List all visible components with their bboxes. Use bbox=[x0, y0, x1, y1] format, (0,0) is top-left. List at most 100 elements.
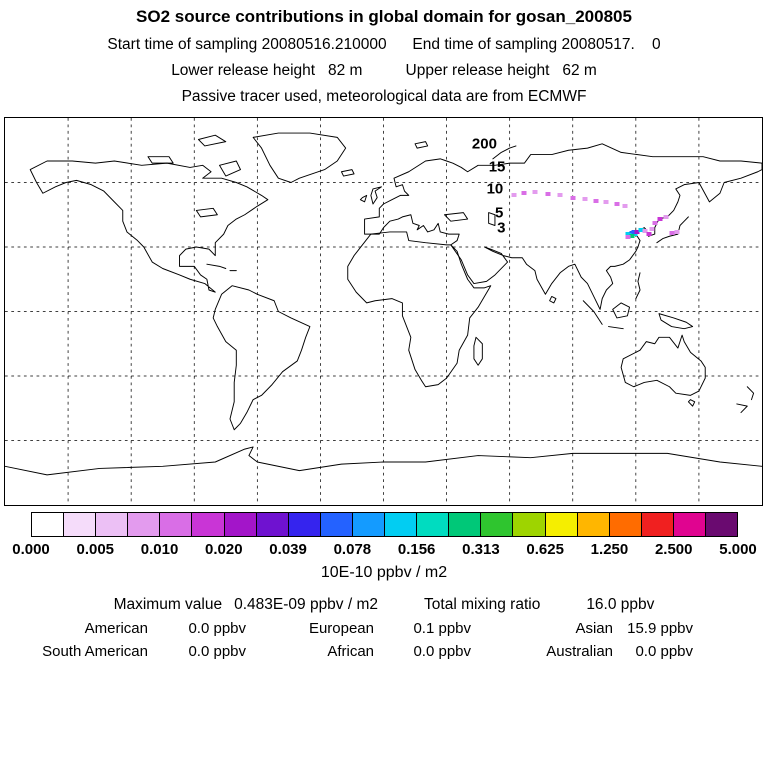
coastline-antarctica bbox=[5, 446, 762, 476]
colorbar-segment bbox=[609, 513, 642, 536]
colorbar-segment bbox=[417, 513, 450, 536]
max-value-label: Maximum value bbox=[113, 596, 223, 613]
coastline-japan bbox=[656, 216, 689, 244]
concentration-cell bbox=[582, 196, 588, 201]
concentration-cell bbox=[638, 227, 644, 232]
world-coastlines bbox=[5, 132, 762, 476]
region-name: American bbox=[84, 620, 148, 637]
colorbar-segment bbox=[481, 513, 514, 536]
region-value: 0.0 ppbv bbox=[413, 643, 471, 660]
colorbar-segment bbox=[513, 513, 546, 536]
region-value: 15.9 ppbv bbox=[627, 620, 693, 637]
coastline-tasmania bbox=[687, 399, 696, 407]
colorbar-tick-label: 0.005 bbox=[76, 541, 115, 558]
coastline-svalbard bbox=[414, 141, 429, 149]
concentration-cell bbox=[652, 220, 658, 225]
colorbar-tick-label: 0.010 bbox=[140, 541, 179, 558]
region-value: 0.1 ppbv bbox=[413, 620, 471, 637]
concentration-cell bbox=[545, 192, 551, 197]
colorbar-segment bbox=[705, 513, 738, 536]
region-name: South American bbox=[42, 643, 148, 660]
concentration-cell bbox=[629, 234, 635, 239]
concentration-cell bbox=[674, 229, 680, 234]
concentration-cell bbox=[646, 232, 652, 237]
colorbar-segment bbox=[64, 513, 97, 536]
colorbar-segment bbox=[577, 513, 610, 536]
black-sea bbox=[444, 212, 469, 222]
coastline-britain bbox=[370, 186, 382, 205]
coastline-north-america bbox=[29, 160, 269, 293]
colorbar-segment bbox=[449, 513, 482, 536]
region-name: Australian bbox=[546, 643, 613, 660]
coastline-sri-lanka bbox=[549, 295, 557, 304]
concentration-cell bbox=[532, 190, 538, 195]
coastline-australia bbox=[620, 334, 706, 396]
colorbar-tick-label: 0.000 bbox=[12, 541, 50, 558]
colorbar-segment bbox=[256, 513, 289, 536]
coastline-iceland bbox=[340, 169, 355, 177]
colorbar-segment bbox=[385, 513, 418, 536]
coastline-new-zealand-north bbox=[746, 386, 755, 401]
region-name: Asian bbox=[575, 620, 613, 637]
coastline-greenland bbox=[252, 132, 347, 183]
concentration-cell bbox=[511, 193, 517, 198]
region-name: African bbox=[327, 643, 374, 660]
coastline-novaya-zemlya bbox=[492, 145, 517, 160]
concentration-cell bbox=[622, 204, 628, 209]
coastline-sumatra bbox=[582, 300, 603, 325]
concentration-cell bbox=[593, 198, 599, 203]
concentration-cell bbox=[570, 195, 576, 200]
region-value: 0.0 ppbv bbox=[188, 620, 246, 637]
page-title: SO2 source contributions in global domai… bbox=[136, 7, 632, 26]
coastline-philippines bbox=[635, 272, 641, 300]
concentration-cell bbox=[669, 230, 675, 235]
coastline-ireland bbox=[359, 194, 368, 203]
caspian-sea bbox=[488, 212, 496, 226]
concentration-cell bbox=[603, 199, 609, 204]
concentration-cell bbox=[632, 232, 638, 237]
colorbar-tick-label: 5.000 bbox=[719, 541, 757, 558]
release-height-line: Lower release height 82 m Upper release … bbox=[171, 62, 597, 79]
colorbar-segment bbox=[160, 513, 193, 536]
colorbar-segment bbox=[224, 513, 257, 536]
region-name: European bbox=[308, 620, 374, 637]
colorbar-tick-label: 0.078 bbox=[333, 541, 372, 558]
total-mixing-ratio-value: 16.0 ppbv bbox=[586, 596, 655, 613]
concentration-cell bbox=[649, 227, 655, 232]
total-mixing-ratio-label: Total mixing ratio bbox=[424, 596, 541, 613]
map-overlay: 200 15 10 5 3 bbox=[5, 118, 762, 505]
colorbar-segment bbox=[96, 513, 129, 536]
coastline-new-zealand-south bbox=[736, 403, 748, 414]
colorbar-segment bbox=[288, 513, 321, 536]
map-contour-label: 3 bbox=[497, 219, 506, 237]
great-lakes bbox=[195, 207, 218, 218]
concentration-cell bbox=[557, 193, 563, 198]
coastline-africa bbox=[347, 231, 492, 388]
map-contour-label: 200 bbox=[471, 135, 497, 153]
region-stats: American 0.0 ppbv European 0.1 ppbv Asian 15.… bbox=[38, 620, 693, 660]
concentration-cell bbox=[642, 229, 648, 234]
map-contour-label: 5 bbox=[494, 204, 504, 222]
coastline-south-america bbox=[212, 285, 311, 431]
coastline-ellesmere-island bbox=[197, 134, 227, 147]
coastline-java bbox=[608, 326, 624, 330]
colorbar-tick-label: 0.625 bbox=[526, 541, 564, 558]
colorbar-tick-label: 2.500 bbox=[654, 541, 693, 558]
colorbar-segment bbox=[320, 513, 353, 536]
coastline-new-guinea bbox=[658, 313, 694, 330]
coastline-victoria-island bbox=[147, 156, 174, 164]
colorbar-unit-label: 10E-10 ppbv / m2 bbox=[320, 564, 448, 581]
colorbar-segment bbox=[641, 513, 674, 536]
colorbar-segment bbox=[32, 513, 65, 536]
colorbar-tick-label: 0.156 bbox=[397, 541, 436, 558]
colorbar-segment bbox=[545, 513, 578, 536]
colorbar bbox=[31, 512, 738, 537]
colorbar-tick-label: 1.250 bbox=[590, 541, 629, 558]
colorbar-segment bbox=[192, 513, 225, 536]
coastline-eurasia bbox=[364, 143, 762, 310]
map-contour-label: 10 bbox=[486, 180, 504, 198]
concentration-cell bbox=[663, 214, 669, 219]
colorbar-tick-label: 0.020 bbox=[205, 541, 243, 558]
coastline-cuba bbox=[206, 263, 227, 269]
